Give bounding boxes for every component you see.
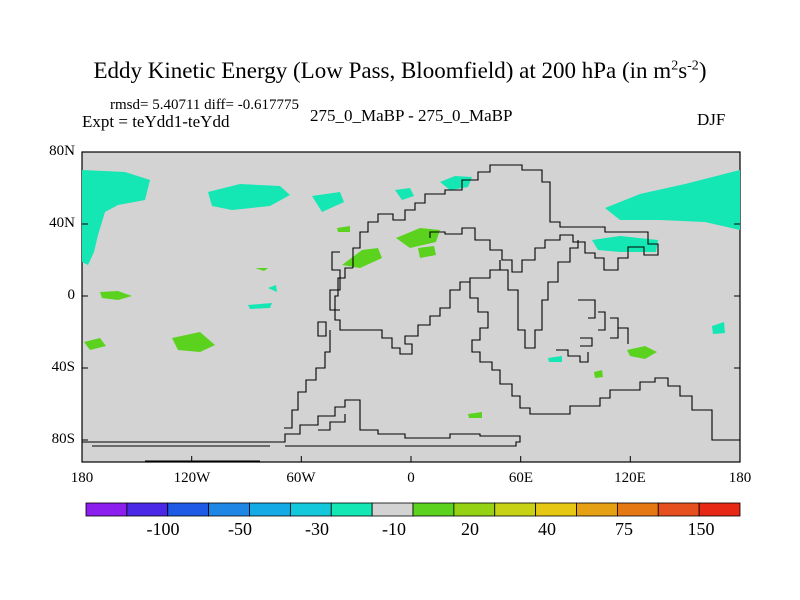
colorbar-swatch bbox=[453, 502, 496, 517]
rmsd-stats: rmsd= 5.40711 diff= -0.617775 bbox=[110, 97, 299, 113]
cyan-patch bbox=[82, 170, 150, 265]
cyan-patch bbox=[605, 170, 740, 230]
case-label: 275_0_MaBP - 275_0_MaBP bbox=[310, 106, 513, 125]
y-ticks bbox=[82, 151, 740, 441]
coastline-islands bbox=[556, 299, 629, 363]
coastlines bbox=[82, 164, 740, 462]
x-ticks bbox=[191, 456, 631, 462]
green-anomaly-patches bbox=[84, 226, 657, 418]
coastline-antarctic-peninsula bbox=[318, 414, 346, 431]
green-patch bbox=[468, 412, 482, 418]
colorbar-swatch bbox=[494, 502, 537, 517]
colorbar-swatch bbox=[657, 502, 700, 517]
plot-title: Eddy Kinetic Energy (Low Pass, Bloomfiel… bbox=[93, 58, 707, 83]
y-tick-label: 0 bbox=[67, 287, 76, 303]
colorbar-swatch bbox=[330, 502, 373, 517]
green-patch bbox=[418, 246, 436, 258]
x-tick-label: 0 bbox=[407, 470, 415, 486]
colorbar-label: -30 bbox=[305, 519, 329, 539]
y-tick-label: 80S bbox=[51, 431, 75, 447]
colorbar bbox=[85, 502, 741, 517]
green-patch bbox=[255, 268, 268, 271]
coastline-antarctica bbox=[82, 399, 521, 447]
coastline-africa bbox=[334, 260, 501, 355]
colorbar-swatch bbox=[412, 502, 455, 517]
experiment-label: Expt = teYdd1-teYdd bbox=[82, 112, 230, 131]
green-patch bbox=[84, 338, 106, 350]
x-tick-label: 180 bbox=[728, 470, 752, 486]
colorbar-label: -10 bbox=[382, 519, 406, 539]
colorbar-swatch bbox=[208, 502, 250, 517]
y-tick-label: 40S bbox=[51, 359, 75, 375]
colorbar-swatch bbox=[249, 502, 291, 517]
colorbar-label: 20 bbox=[461, 519, 479, 539]
cyan-patch bbox=[548, 356, 562, 362]
green-patch bbox=[337, 226, 350, 232]
coastline-ross bbox=[92, 445, 270, 462]
green-patch bbox=[594, 370, 603, 378]
y-tick-label: 80N bbox=[49, 143, 75, 159]
season-label: DJF bbox=[697, 110, 726, 129]
coastline-main bbox=[352, 164, 659, 273]
y-tick-label: 40N bbox=[49, 215, 75, 231]
coastline-india bbox=[499, 240, 579, 349]
cyan-patch bbox=[268, 285, 277, 292]
colorbar-label: 150 bbox=[687, 519, 715, 539]
green-patch bbox=[627, 346, 657, 359]
coastline-pacific-islands bbox=[317, 321, 327, 337]
colorbar-swatch bbox=[167, 502, 210, 517]
cyan-patch bbox=[312, 192, 344, 212]
cyan-patch bbox=[248, 303, 272, 309]
x-tick-label: 120W bbox=[173, 470, 211, 486]
green-patch bbox=[396, 228, 440, 248]
colorbar-swatch bbox=[126, 502, 169, 517]
colorbar-swatch bbox=[698, 502, 741, 517]
green-patch bbox=[100, 291, 132, 300]
green-patch bbox=[172, 332, 215, 352]
green-patch bbox=[342, 248, 382, 268]
cyan-patch bbox=[592, 236, 658, 252]
cyan-patch bbox=[712, 322, 725, 334]
colorbar-swatch bbox=[85, 502, 128, 517]
cyan-anomaly-patches bbox=[82, 170, 740, 362]
x-tick-label: 60W bbox=[286, 470, 316, 486]
x-tick-label: 60E bbox=[508, 470, 534, 486]
coastline-south-america bbox=[469, 282, 740, 441]
colorbar-swatch bbox=[576, 502, 618, 517]
cyan-patch bbox=[208, 184, 290, 210]
colorbar-label: 75 bbox=[615, 519, 633, 539]
colorbar-label: -100 bbox=[146, 519, 180, 539]
colorbar-swatch bbox=[371, 502, 414, 517]
x-tick-label: 120E bbox=[614, 470, 646, 486]
colorbar-swatch bbox=[289, 502, 332, 517]
cyan-patch bbox=[395, 188, 414, 200]
colorbar-label: -50 bbox=[228, 519, 252, 539]
coastline-americas bbox=[284, 251, 341, 429]
colorbar-label: 40 bbox=[538, 519, 556, 539]
x-tick-label: 180 bbox=[70, 470, 94, 486]
colorbar-swatch bbox=[616, 502, 659, 517]
colorbar-swatch bbox=[535, 502, 577, 517]
